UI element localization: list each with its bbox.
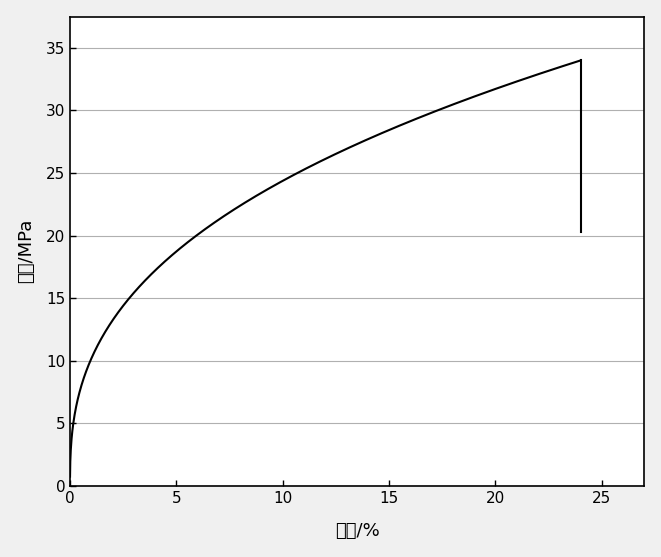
Y-axis label: 应力/MPa: 应力/MPa bbox=[17, 219, 34, 284]
X-axis label: 应变/%: 应变/% bbox=[335, 522, 379, 540]
